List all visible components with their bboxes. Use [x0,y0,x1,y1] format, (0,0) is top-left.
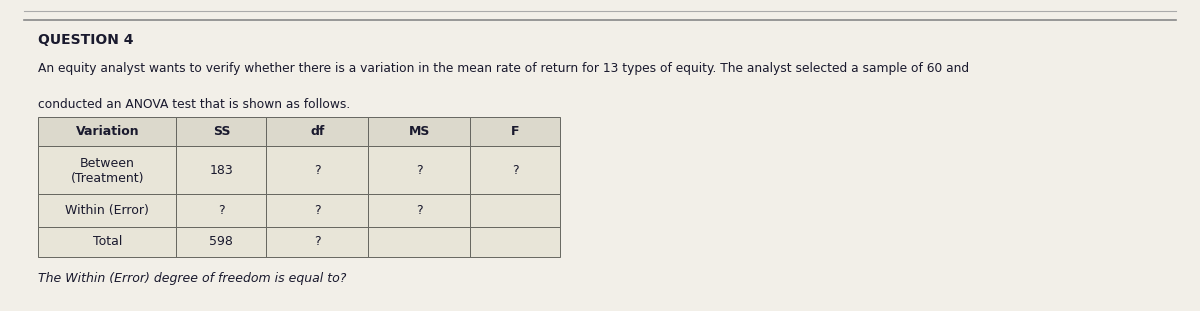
Text: ?: ? [314,235,320,248]
Text: ?: ? [218,204,224,217]
Bar [38,194,176,227]
Text: MS: MS [409,125,430,138]
Text: (Treatment): (Treatment) [71,172,144,185]
Bar [470,227,560,257]
Text: Between: Between [80,156,134,169]
Bar [368,227,470,257]
Text: F: F [511,125,520,138]
Bar [38,117,176,146]
Bar [176,194,266,227]
Text: ?: ? [512,164,518,177]
Bar [470,194,560,227]
Bar [368,146,470,194]
Bar [470,146,560,194]
Bar [176,117,266,146]
Text: ?: ? [314,164,320,177]
Text: Within (Error): Within (Error) [66,204,149,217]
Bar [368,117,470,146]
Text: The Within (Error) degree of freedom is equal to?: The Within (Error) degree of freedom is … [38,272,347,285]
Text: Variation: Variation [76,125,139,138]
Text: df: df [311,125,324,138]
Text: QUESTION 4: QUESTION 4 [38,33,134,47]
Bar [266,117,368,146]
Text: An equity analyst wants to verify whether there is a variation in the mean rate : An equity analyst wants to verify whethe… [38,62,970,75]
Text: SS: SS [212,125,230,138]
Bar [470,117,560,146]
Bar [176,146,266,194]
Text: ?: ? [416,164,422,177]
Text: Total: Total [92,235,122,248]
Bar [266,227,368,257]
Bar [368,194,470,227]
Text: conducted an ANOVA test that is shown as follows.: conducted an ANOVA test that is shown as… [38,98,350,111]
Text: 598: 598 [210,235,233,248]
Text: ?: ? [314,204,320,217]
Text: 183: 183 [210,164,233,177]
Bar [266,194,368,227]
Bar [38,227,176,257]
Bar [176,227,266,257]
Bar [38,146,176,194]
Text: ?: ? [416,204,422,217]
Bar [266,146,368,194]
